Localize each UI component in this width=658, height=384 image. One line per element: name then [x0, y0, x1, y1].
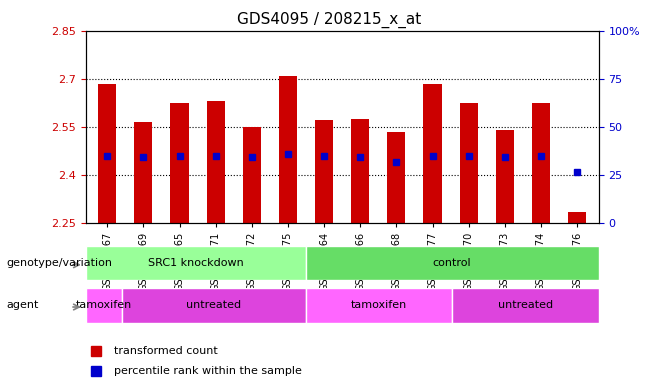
Bar — [134, 122, 153, 223]
FancyBboxPatch shape — [305, 288, 452, 323]
Text: control: control — [433, 258, 471, 268]
Bar — [279, 76, 297, 223]
Bar — [388, 131, 405, 223]
FancyBboxPatch shape — [122, 288, 305, 323]
Bar — [98, 83, 116, 223]
Text: untreated: untreated — [186, 300, 241, 310]
Bar — [170, 103, 189, 223]
FancyBboxPatch shape — [305, 246, 599, 280]
Bar — [495, 130, 514, 223]
Bar — [424, 83, 442, 223]
Bar — [568, 212, 586, 223]
FancyBboxPatch shape — [86, 246, 305, 280]
Bar — [243, 127, 261, 223]
Text: untreated: untreated — [498, 300, 553, 310]
Text: tamoxifen: tamoxifen — [351, 300, 407, 310]
Bar — [315, 120, 333, 223]
Text: genotype/variation: genotype/variation — [7, 258, 113, 268]
Bar — [351, 119, 369, 223]
Text: tamoxifen: tamoxifen — [76, 300, 132, 310]
Text: percentile rank within the sample: percentile rank within the sample — [114, 366, 301, 376]
Bar — [460, 103, 478, 223]
Text: transformed count: transformed count — [114, 346, 218, 356]
FancyBboxPatch shape — [86, 288, 122, 323]
FancyBboxPatch shape — [452, 288, 599, 323]
Text: SRC1 knockdown: SRC1 knockdown — [147, 258, 243, 268]
Bar — [532, 103, 550, 223]
Text: GDS4095 / 208215_x_at: GDS4095 / 208215_x_at — [237, 12, 421, 28]
Bar — [207, 101, 224, 223]
Text: agent: agent — [7, 300, 39, 310]
